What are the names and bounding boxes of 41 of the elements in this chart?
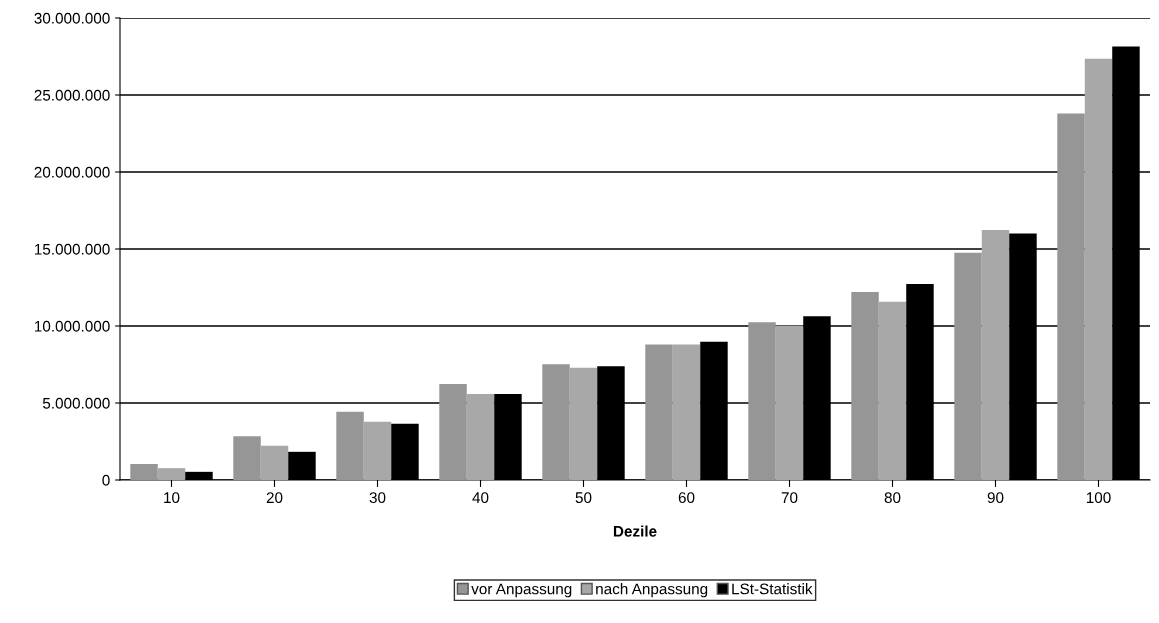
bar <box>878 301 907 480</box>
y-tick-label: 0 <box>102 474 110 486</box>
bar <box>748 322 776 480</box>
legend-label: nach Anpassung <box>596 583 708 598</box>
bar <box>157 468 186 480</box>
bar <box>672 344 701 480</box>
bar <box>233 436 261 480</box>
bar <box>542 364 570 480</box>
x-tick-label: 50 <box>575 492 592 504</box>
bar <box>466 393 495 480</box>
bar <box>363 421 392 480</box>
bar <box>645 344 673 480</box>
y-tick-label: 5.000.000 <box>42 397 110 409</box>
y-tick-label: 10.000.000 <box>34 320 110 332</box>
x-tick-label: 80 <box>884 492 901 504</box>
bar <box>954 252 982 480</box>
bar <box>981 229 1010 480</box>
y-tick-label: 30.000.000 <box>34 12 110 24</box>
bar <box>1057 113 1085 480</box>
bar <box>336 411 364 480</box>
bar <box>775 325 804 480</box>
x-tick-label: 100 <box>1086 492 1111 504</box>
x-tick-label: 90 <box>987 492 1004 504</box>
bar <box>569 367 598 480</box>
bar <box>851 292 879 480</box>
bar <box>1084 58 1113 480</box>
x-tick-label: 60 <box>678 492 695 504</box>
bar <box>260 445 289 480</box>
x-tick-label: 20 <box>266 492 283 504</box>
x-tick-label: 30 <box>369 492 386 504</box>
x-tick-label: 10 <box>164 492 180 504</box>
x-tick-label: 70 <box>781 492 798 504</box>
x-tick-label: 40 <box>472 492 489 504</box>
y-tick-label: 15.000.000 <box>34 243 110 255</box>
bar <box>439 383 467 480</box>
bar <box>130 463 158 480</box>
legend-label: vor Anpassung <box>471 583 572 598</box>
x-axis-title: Dezile <box>613 525 657 537</box>
y-tick-label: 20.000.000 <box>34 166 110 178</box>
legend-label: LSt-Statistik <box>732 583 813 595</box>
y-tick-label: 25.000.000 <box>34 89 110 101</box>
